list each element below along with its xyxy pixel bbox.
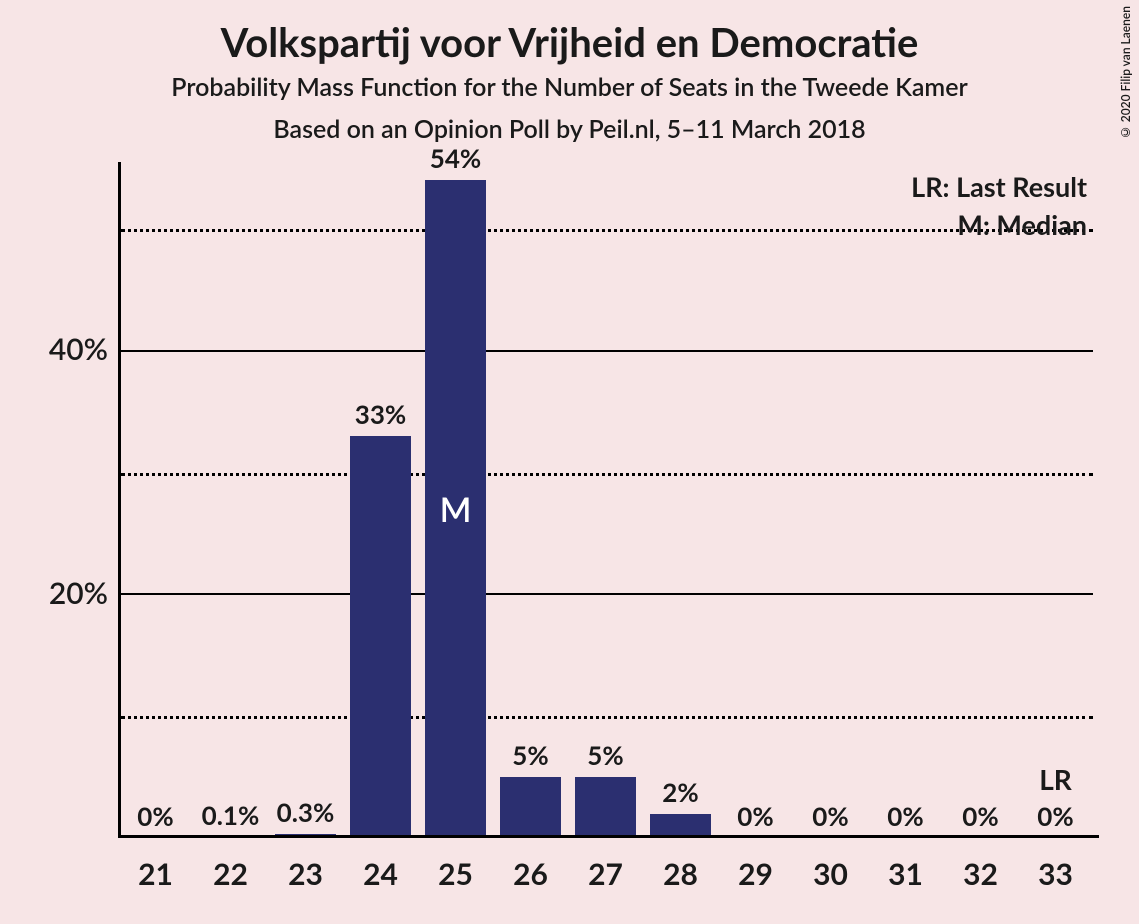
legend-line: M: Median	[957, 208, 1087, 241]
bar-value-label: 5%	[493, 739, 568, 771]
chart-title: Volkspartij voor Vrijheid en Democratie	[0, 18, 1139, 66]
bar-value-label: 5%	[568, 739, 643, 771]
x-tick-label: 21	[118, 856, 193, 892]
bar-value-label: 0%	[868, 800, 943, 832]
bar	[350, 436, 412, 835]
bar-value-label: 0%	[718, 800, 793, 832]
copyright-text: © 2020 Filip van Laenen	[1118, 6, 1133, 140]
x-tick-label: 31	[868, 856, 943, 892]
x-axis-line	[118, 835, 1099, 838]
y-tick-label: 20%	[10, 575, 108, 611]
last-result-marker: LR	[1018, 762, 1093, 796]
bar	[275, 834, 337, 835]
x-tick-label: 30	[793, 856, 868, 892]
y-tick-label: 40%	[10, 331, 108, 367]
x-tick-label: 26	[493, 856, 568, 892]
x-tick-label: 27	[568, 856, 643, 892]
bar-value-label: 0.3%	[268, 796, 343, 828]
x-tick-label: 33	[1018, 856, 1093, 892]
chart-canvas: Volkspartij voor Vrijheid en Democratie …	[0, 0, 1139, 924]
bar-value-label: 54%	[418, 142, 493, 174]
legend-line: LR: Last Result	[911, 170, 1087, 203]
x-tick-label: 29	[718, 856, 793, 892]
y-axis-line	[118, 162, 121, 838]
plot-area: 20%40%0%210.1%220.3%2333%2454%255%265%27…	[118, 168, 1093, 838]
gridline-major	[121, 593, 1093, 595]
x-tick-label: 28	[643, 856, 718, 892]
gridline-minor	[121, 473, 1093, 476]
gridline-major	[121, 350, 1093, 352]
x-tick-label: 22	[193, 856, 268, 892]
x-tick-label: 25	[418, 856, 493, 892]
bar-value-label: 33%	[343, 398, 418, 430]
bar-value-label: 2%	[643, 776, 718, 808]
bar-value-label: 0%	[943, 800, 1018, 832]
bar	[575, 777, 637, 835]
gridline-minor	[121, 229, 1093, 232]
x-tick-label: 23	[268, 856, 343, 892]
bar-value-label: 0%	[118, 800, 193, 832]
chart-subtitle-1: Probability Mass Function for the Number…	[0, 72, 1139, 102]
median-marker: M	[425, 489, 487, 530]
gridline-minor	[121, 716, 1093, 719]
x-tick-label: 32	[943, 856, 1018, 892]
bar-value-label: 0%	[1018, 800, 1093, 832]
bar	[500, 777, 562, 835]
bar	[650, 814, 712, 835]
bar-value-label: 0.1%	[193, 799, 268, 831]
bar-value-label: 0%	[793, 800, 868, 832]
chart-subtitle-2: Based on an Opinion Poll by Peil.nl, 5–1…	[0, 114, 1139, 144]
x-tick-label: 24	[343, 856, 418, 892]
